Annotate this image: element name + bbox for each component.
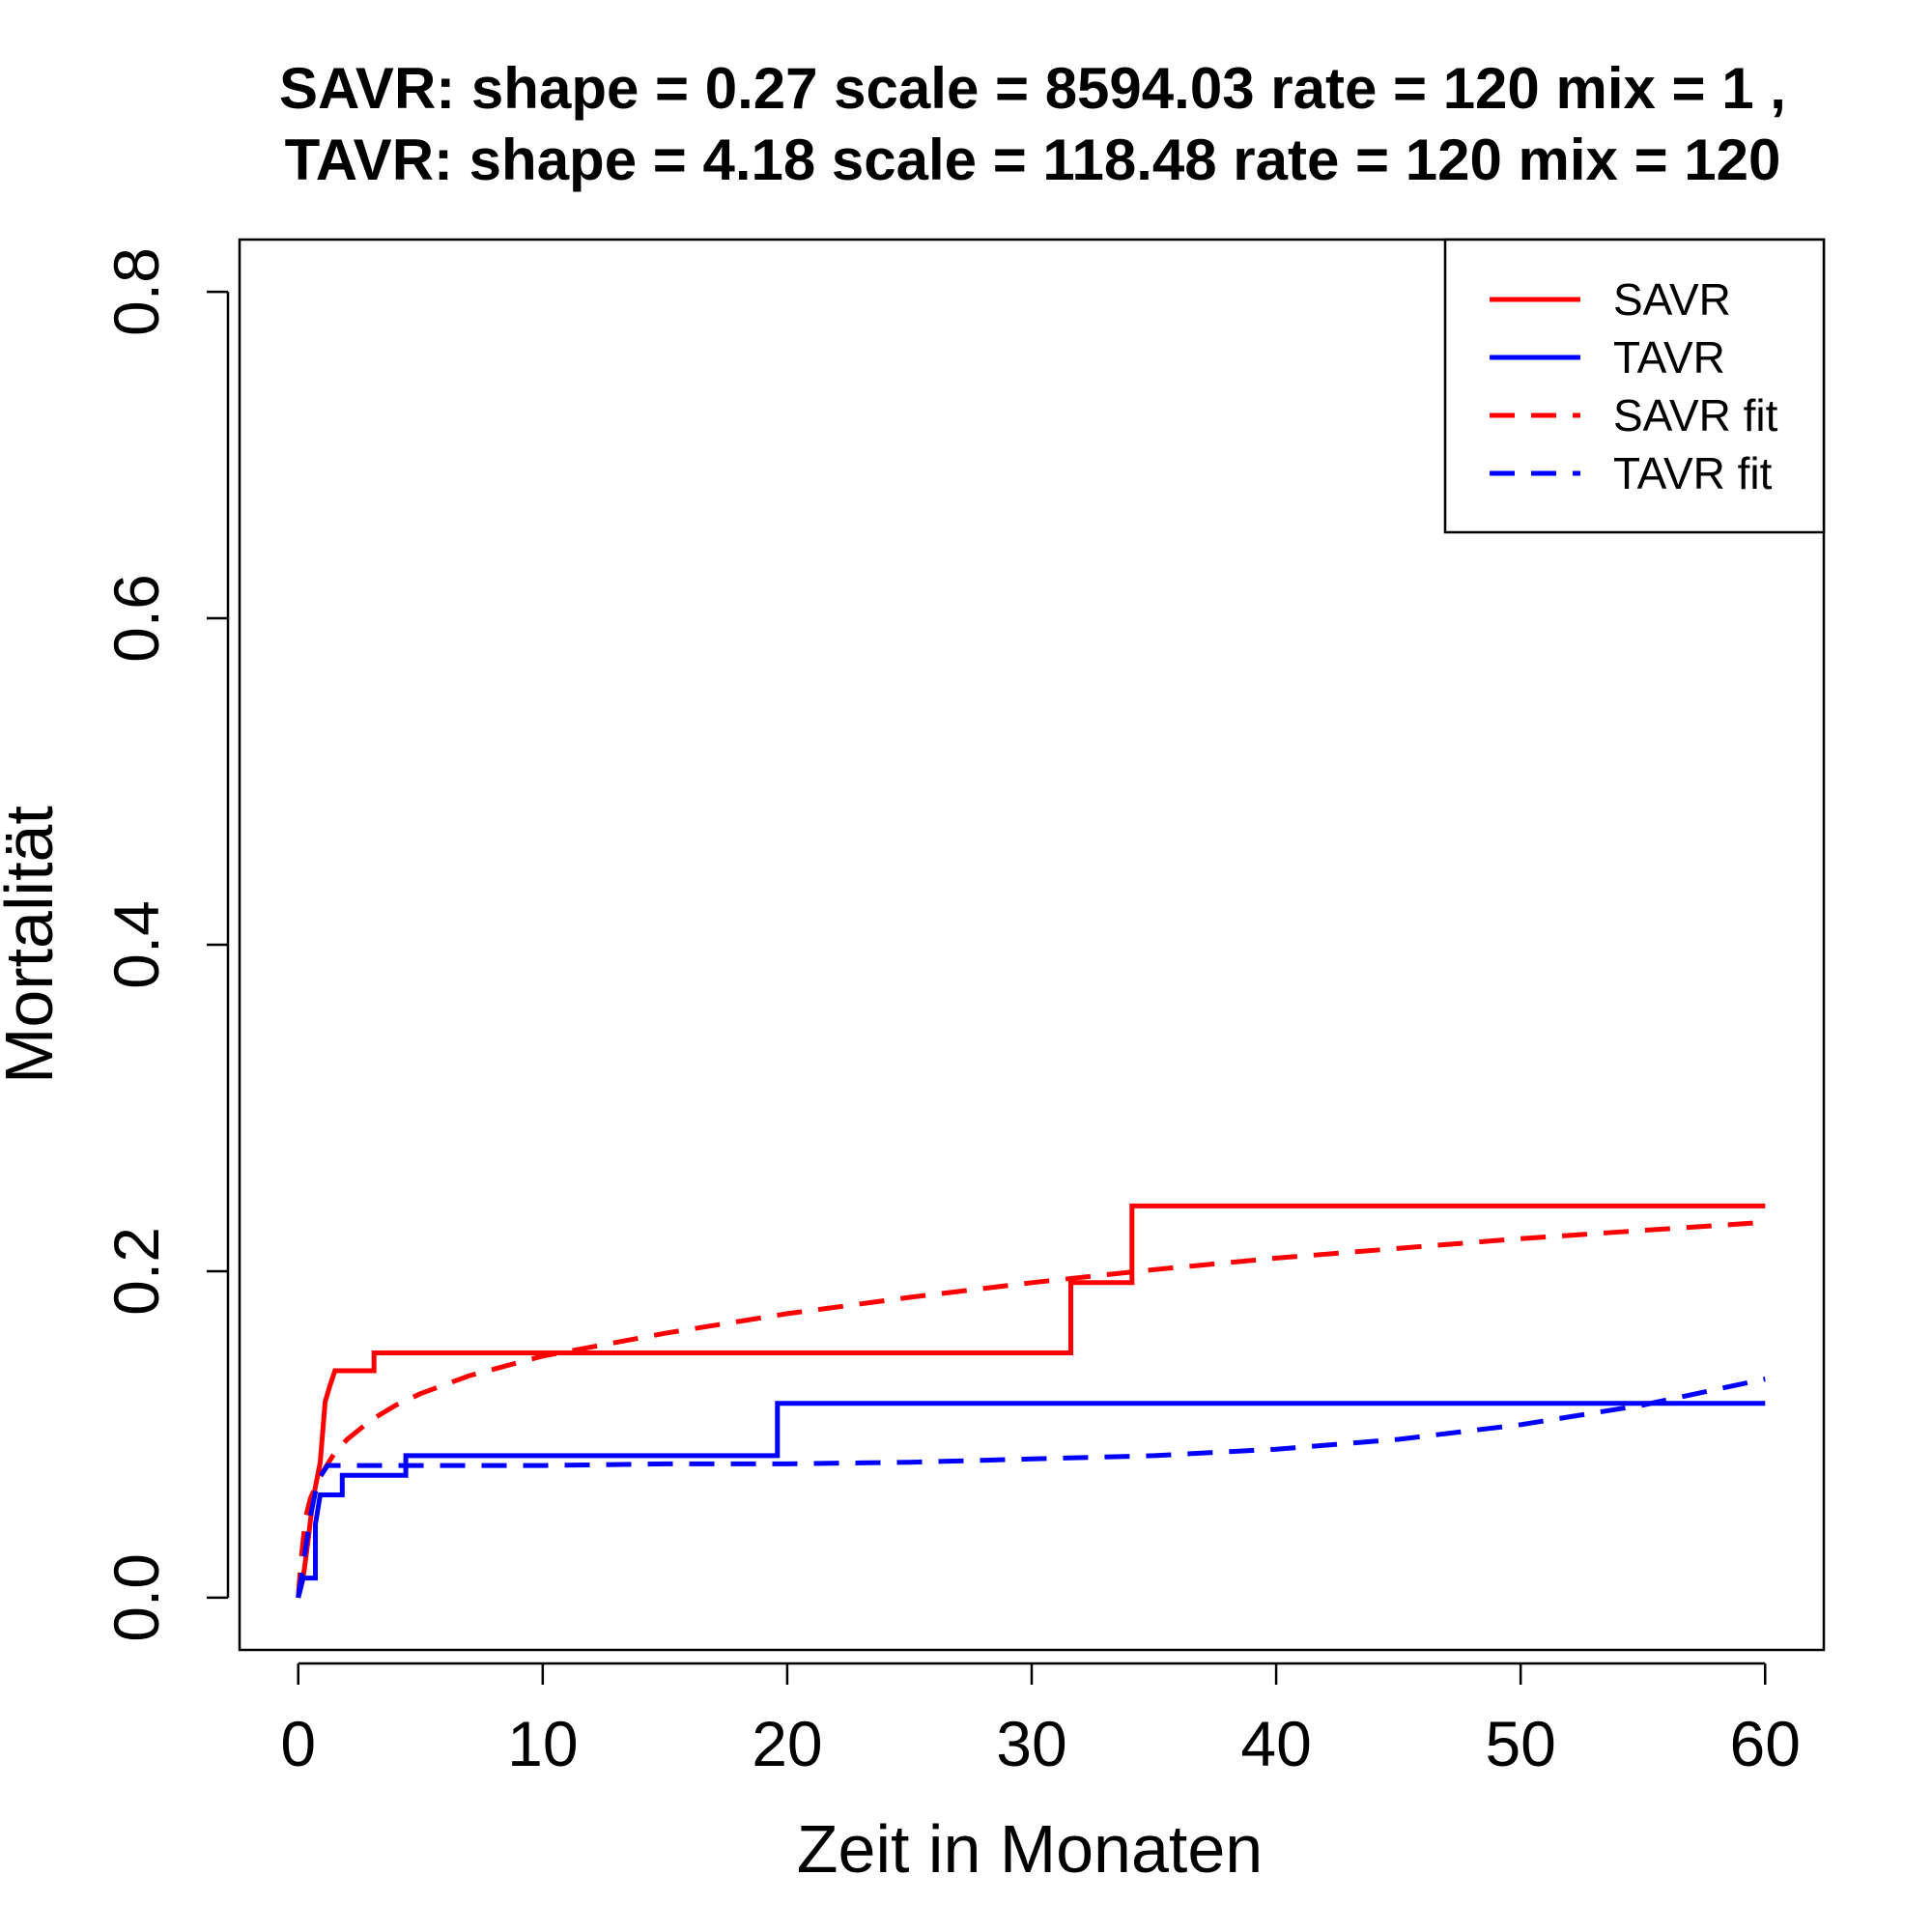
series-tavr-fit: [296, 1377, 1766, 1599]
legend-label: TAVR fit: [1613, 448, 1773, 498]
y-tick-label: 0.8: [100, 247, 172, 336]
y-tick-label: 0.2: [100, 1227, 172, 1316]
x-tick-label: 30: [996, 1708, 1066, 1779]
legend-label: TAVR: [1613, 332, 1725, 383]
legend: SAVR TAVR SAVR fit TAVR fit: [1443, 238, 1826, 534]
plot-frame: [238, 238, 1826, 1652]
series-savr: [296, 1203, 1766, 1599]
legend-label: SAVR fit: [1613, 390, 1778, 440]
y-tick-label: 0.4: [100, 900, 172, 989]
y-tick-label: 0.6: [100, 574, 172, 663]
chart-title: SAVR: shape = 0.27 scale = 8594.03 rate …: [279, 56, 1786, 192]
y-axis: 0.0 0.2 0.4 0.6 0.8: [100, 247, 230, 1642]
series-layer: [296, 1203, 1766, 1599]
x-axis-label: Zeit in Monaten: [797, 1811, 1263, 1887]
x-tick-label: 60: [1730, 1708, 1801, 1779]
title-line-1: SAVR: shape = 0.27 scale = 8594.03 rate …: [279, 56, 1786, 121]
y-tick-label: 0.0: [100, 1553, 172, 1642]
x-tick-label: 50: [1485, 1708, 1555, 1779]
x-tick-label: 20: [752, 1708, 822, 1779]
y-axis-label: Mortalität: [0, 806, 67, 1084]
title-line-2: TAVR: shape = 4.18 scale = 118.48 rate =…: [285, 128, 1781, 192]
legend-box: [1443, 238, 1826, 534]
x-tick-label: 10: [507, 1708, 578, 1779]
legend-label: SAVR: [1613, 274, 1731, 325]
x-tick-label: 0: [280, 1708, 316, 1779]
x-axis: 0 10 20 30 40 50 60: [280, 1662, 1801, 1779]
series-savr-fit: [296, 1219, 1766, 1599]
x-tick-label: 40: [1240, 1708, 1311, 1779]
series-tavr: [296, 1401, 1766, 1599]
